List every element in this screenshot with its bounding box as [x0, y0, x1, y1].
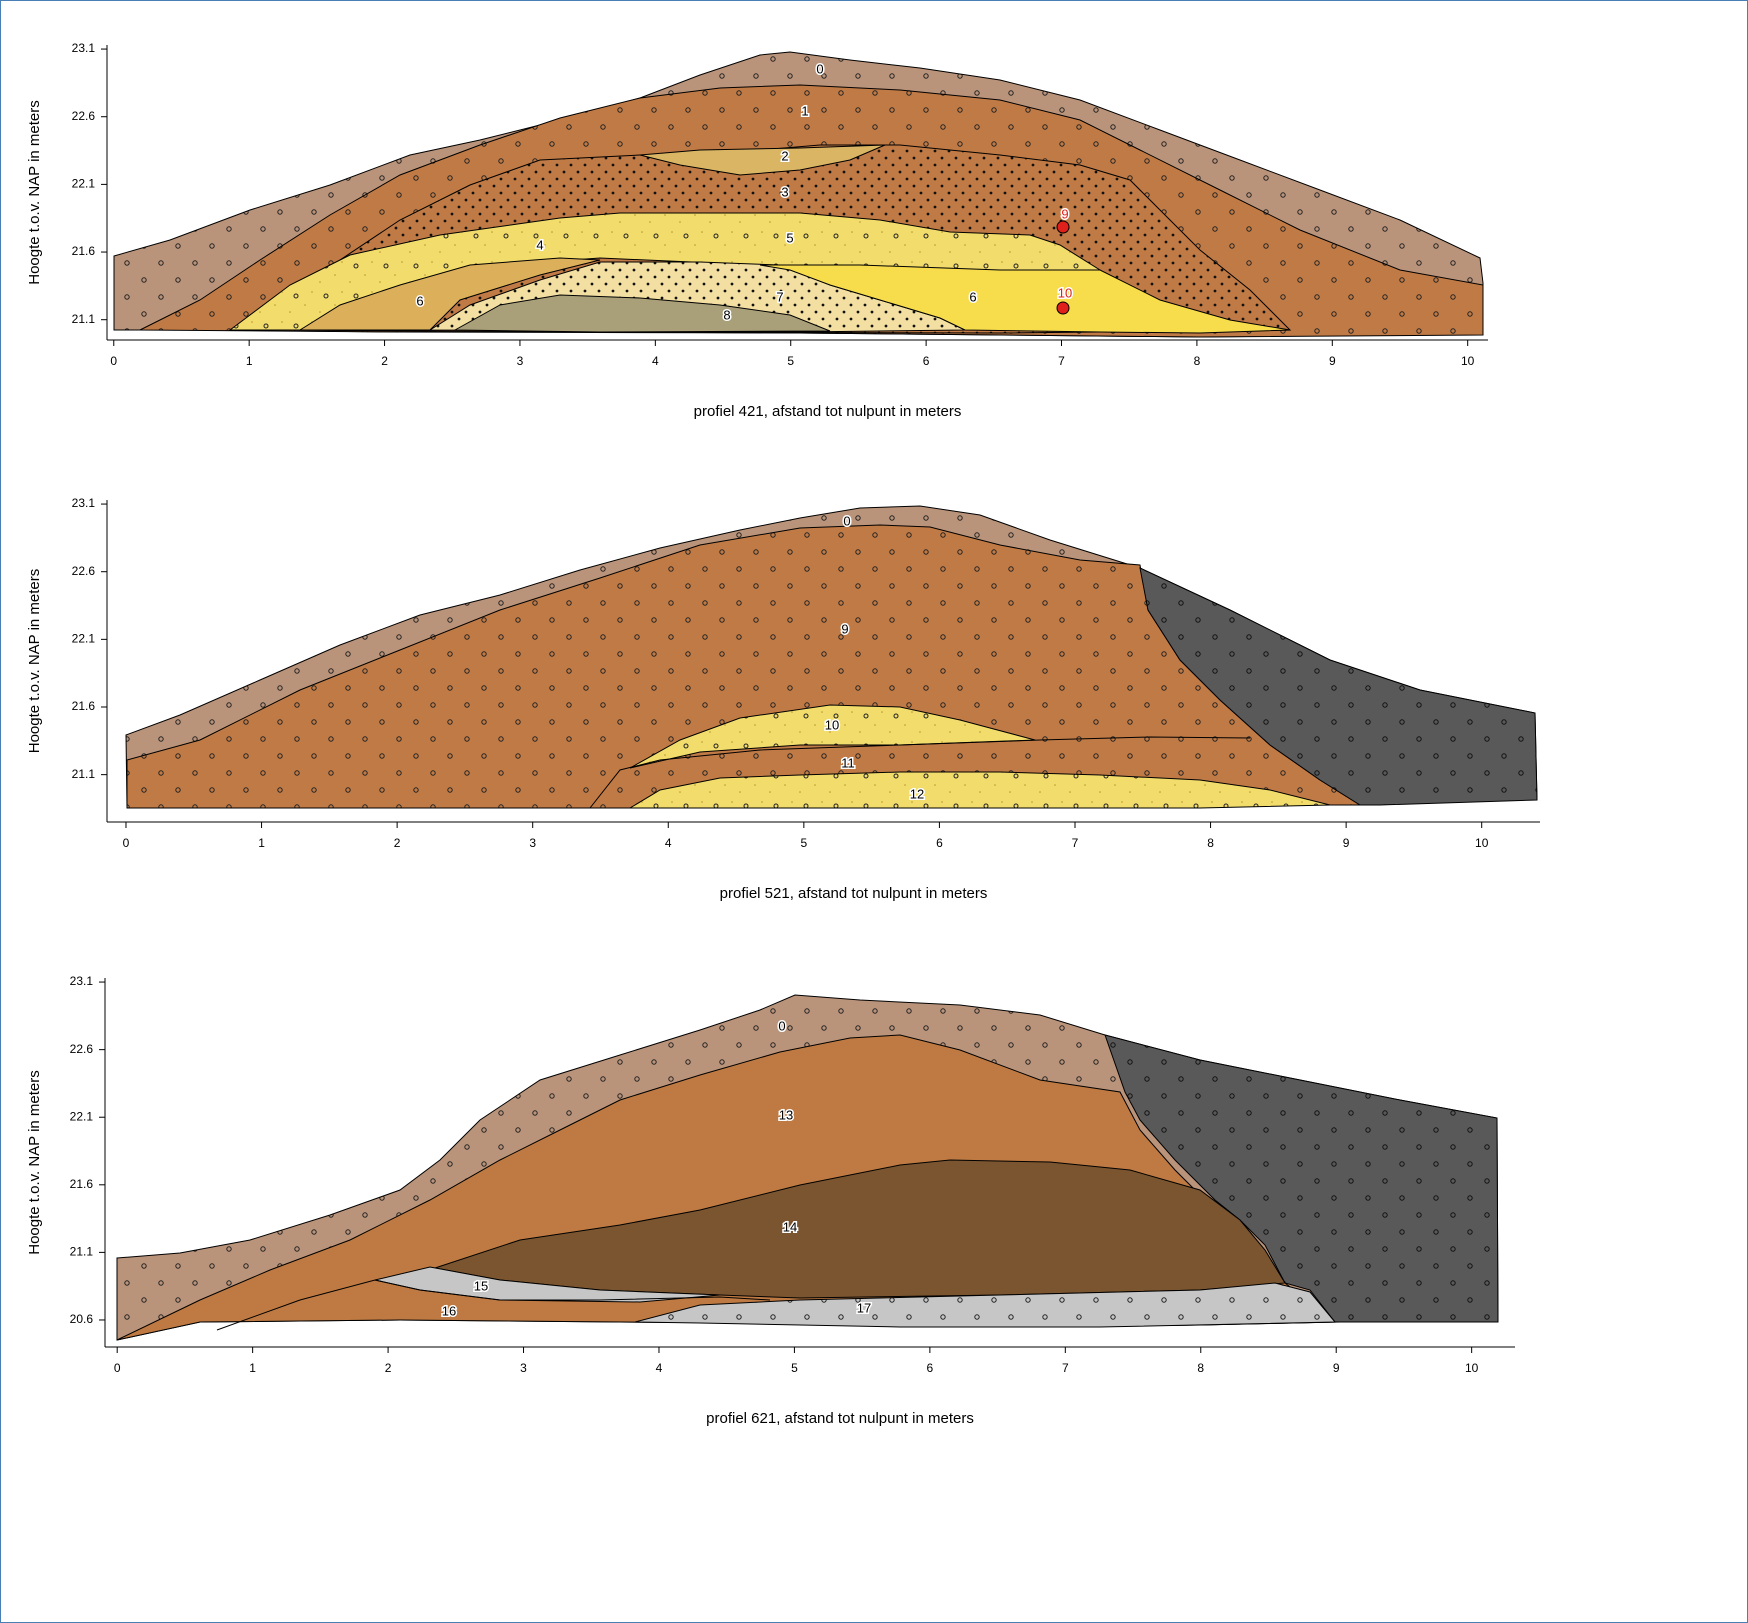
layer-label: 5 — [786, 230, 793, 245]
layer-label: 17 — [857, 1300, 871, 1315]
x-tick-label: 10 — [1461, 354, 1475, 368]
panel: 0 13 14 15 16 17 23.1 22.6 22.1 21.6 21.1 20.6 0 1 2 3 4… — [26, 974, 1515, 1427]
x-tick-label: 6 — [936, 836, 943, 850]
x-tick-label: 0 — [110, 354, 117, 368]
layer-label: 9 — [841, 621, 848, 636]
layer-label: 8 — [723, 307, 730, 322]
layer-label: 6 — [969, 289, 976, 304]
x-tick-label: 8 — [1194, 354, 1201, 368]
x-tick-label: 5 — [791, 1361, 798, 1375]
x-tick-label: 1 — [249, 1361, 256, 1375]
x-tick-label: 7 — [1058, 354, 1065, 368]
layer-label: 16 — [442, 1303, 456, 1318]
y-tick-label: 20.6 — [70, 1312, 94, 1326]
x-tick-label: 3 — [520, 1361, 527, 1375]
y-tick-label: 21.6 — [70, 1177, 94, 1191]
x-tick-label: 5 — [800, 836, 807, 850]
y-tick-label: 22.1 — [72, 177, 96, 191]
layer-label: 0 — [778, 1018, 785, 1033]
layer-label: 6 — [416, 293, 423, 308]
layer-label: 3 — [781, 184, 788, 199]
layer-label: 1 — [801, 103, 808, 118]
x-tick-label: 2 — [385, 1361, 392, 1375]
y-axis-label: Hoogte t.o.v. NAP in meters — [26, 1070, 43, 1255]
y-tick-label: 22.6 — [72, 564, 96, 578]
sample-marker — [1057, 302, 1069, 314]
y-tick-label: 21.1 — [72, 312, 96, 326]
layer-label: 15 — [474, 1278, 488, 1293]
y-axis-label: Hoogte t.o.v. NAP in meters — [26, 100, 43, 285]
figure: 910012345678623.122.622.121.621.10123456… — [0, 0, 1748, 1623]
sample-label: 9 — [1061, 206, 1068, 221]
x-tick-label: 6 — [927, 1361, 934, 1375]
x-tick-label: 3 — [517, 354, 524, 368]
layer-label: 10 — [825, 717, 839, 732]
layer-label: 4 — [536, 237, 543, 252]
x-tick-label: 7 — [1062, 1361, 1069, 1375]
x-tick-label: 9 — [1329, 354, 1336, 368]
layer-label: 14 — [783, 1219, 797, 1234]
layer-label: 12 — [910, 786, 924, 801]
x-tick-label: 4 — [656, 1361, 663, 1375]
layer-label: 0 — [843, 513, 850, 528]
sample-label: 10 — [1058, 285, 1072, 300]
y-tick-label: 23.1 — [70, 974, 94, 988]
y-tick-label: 21.6 — [72, 244, 96, 258]
x-tick-label: 8 — [1197, 1361, 1204, 1375]
x-tick-label: 0 — [123, 836, 130, 850]
sample-marker — [1057, 221, 1069, 233]
x-axis-label: profiel 621, afstand tot nulpunt in mete… — [706, 1410, 974, 1427]
y-tick-label: 21.1 — [70, 1245, 94, 1259]
y-tick-label: 22.6 — [70, 1042, 94, 1056]
layer-label: 2 — [781, 148, 788, 163]
x-tick-label: 10 — [1475, 836, 1489, 850]
x-tick-label: 9 — [1343, 836, 1350, 850]
x-tick-label: 4 — [652, 354, 659, 368]
y-tick-label: 22.1 — [72, 632, 96, 646]
y-tick-label: 22.1 — [70, 1109, 94, 1123]
x-tick-label: 6 — [923, 354, 930, 368]
x-tick-label: 5 — [787, 354, 794, 368]
y-tick-label: 21.6 — [72, 699, 96, 713]
y-tick-label: 23.1 — [72, 41, 96, 55]
y-tick-label: 21.1 — [72, 767, 96, 781]
x-tick-label: 10 — [1465, 1361, 1479, 1375]
layer-label: 7 — [776, 289, 783, 304]
x-tick-label: 8 — [1207, 836, 1214, 850]
x-tick-label: 7 — [1072, 836, 1079, 850]
x-tick-label: 0 — [114, 1361, 121, 1375]
y-axis-label: Hoogte t.o.v. NAP in meters — [26, 569, 43, 754]
y-tick-label: 22.6 — [72, 109, 96, 123]
y-tick-label: 23.1 — [72, 496, 96, 510]
x-axis-label: profiel 521, afstand tot nulpunt in mete… — [720, 885, 988, 902]
x-tick-label: 1 — [246, 354, 253, 368]
panel: 9 10 0 1 2 3 4 5 6 7 8 6 23.1 22.6 22.1 21.6 21.1 0 1 2 3 4 5 6… — [26, 41, 1488, 420]
x-tick-label: 3 — [529, 836, 536, 850]
x-tick-label: 2 — [381, 354, 388, 368]
layer-label: 11 — [841, 755, 855, 770]
x-tick-label: 9 — [1333, 1361, 1340, 1375]
layer-label: 13 — [779, 1107, 793, 1122]
layer-label: 0 — [816, 61, 823, 76]
x-tick-label: 4 — [665, 836, 672, 850]
x-tick-label: 2 — [394, 836, 401, 850]
x-axis-label: profiel 421, afstand tot nulpunt in mete… — [694, 403, 962, 420]
x-tick-label: 1 — [258, 836, 265, 850]
